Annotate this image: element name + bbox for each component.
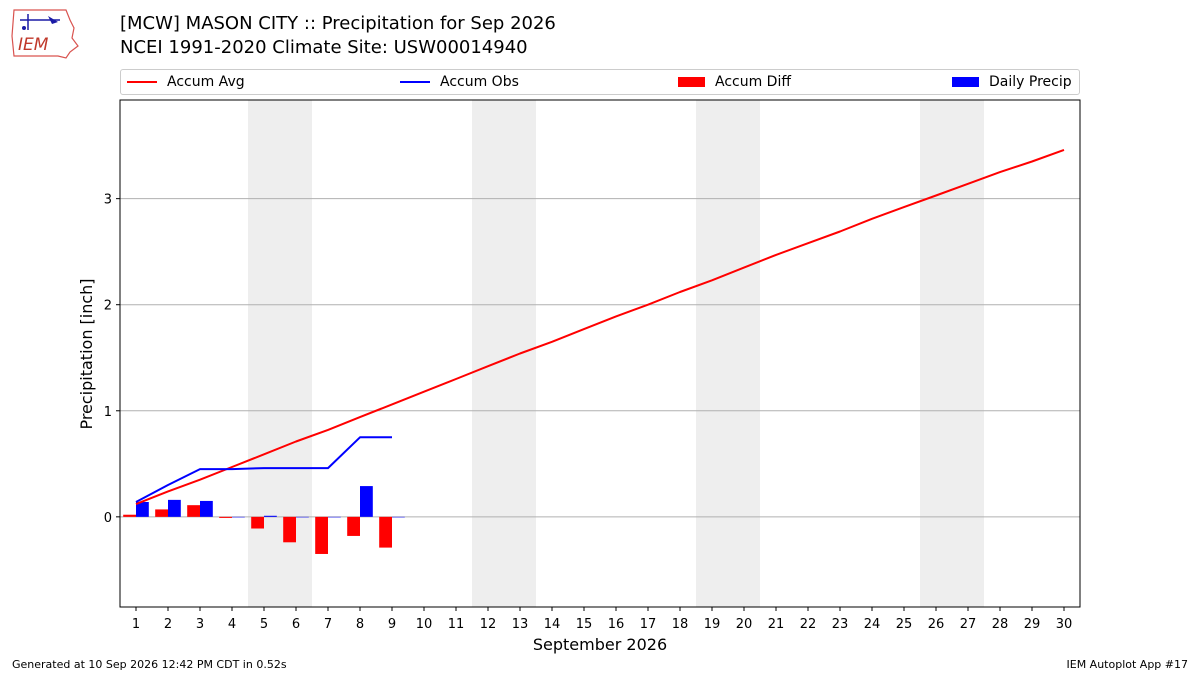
y-tick-label: 1 [104, 405, 112, 420]
daily-precip-bar [136, 501, 149, 517]
x-tick-label: 8 [356, 617, 364, 632]
chart-legend: Accum Avg Accum Obs Accum Diff Daily Pre… [120, 69, 1080, 95]
accum-obs-line [135, 436, 392, 503]
legend-item-accum-avg: Accum Avg [127, 70, 245, 94]
x-tick-label: 5 [260, 617, 268, 632]
x-tick-label: 28 [992, 617, 1009, 632]
daily-precip-bar [168, 499, 181, 517]
iem-logo: IEM [8, 6, 82, 60]
accum-diff-bar [283, 516, 296, 543]
x-tick-label: 21 [768, 617, 785, 632]
legend-swatch-accum-avg [127, 81, 157, 83]
x-tick-label: 29 [1024, 617, 1041, 632]
daily-precip-bar [392, 516, 405, 518]
accum-diff-bar [123, 514, 136, 517]
chart-subtitle: NCEI 1991-2020 Climate Site: USW00014940 [120, 37, 528, 58]
logo-text: IEM [18, 35, 49, 55]
x-tick-label: 19 [704, 617, 721, 632]
x-tick-label: 1 [132, 617, 140, 632]
weekend-shade [472, 100, 536, 607]
x-tick-label: 7 [324, 617, 332, 632]
legend-label-accum-avg: Accum Avg [167, 74, 245, 90]
daily-precip-bar [200, 500, 213, 517]
x-tick-label: 23 [832, 617, 849, 632]
x-tick-label: 2 [164, 617, 172, 632]
legend-swatch-accum-diff [678, 77, 705, 87]
x-tick-label: 14 [544, 617, 561, 632]
daily-precip-bar [232, 516, 245, 518]
x-tick-label: 12 [480, 617, 497, 632]
x-tick-label: 3 [196, 617, 204, 632]
daily-precip-bar [264, 515, 277, 517]
x-tick-label: 20 [736, 617, 753, 632]
y-tick-label: 3 [104, 193, 112, 208]
x-tick-label: 26 [928, 617, 945, 632]
legend-label-daily-precip: Daily Precip [989, 74, 1072, 90]
legend-item-accum-diff: Accum Diff [678, 70, 791, 94]
x-tick-label: 30 [1056, 617, 1073, 632]
accum-diff-bar [379, 516, 392, 548]
weekend-shade [248, 100, 312, 607]
accum-diff-bar [347, 516, 360, 536]
legend-swatch-daily-precip [952, 77, 979, 87]
accum-diff-bar [155, 509, 168, 517]
weekend-shade [696, 100, 760, 607]
x-tick-label: 22 [800, 617, 817, 632]
accum-diff-bar [187, 505, 200, 517]
footer-app: IEM Autoplot App #17 [1066, 658, 1189, 671]
legend-swatch-accum-obs [400, 81, 430, 83]
accum-diff-bar [315, 516, 328, 554]
x-tick-label: 9 [388, 617, 396, 632]
x-tick-label: 18 [672, 617, 689, 632]
x-tick-label: 24 [864, 617, 881, 632]
x-tick-label: 4 [228, 617, 236, 632]
legend-item-accum-obs: Accum Obs [400, 70, 519, 94]
daily-precip-bar [328, 516, 341, 518]
accum-diff-bar [219, 516, 232, 518]
x-tick-label: 15 [576, 617, 593, 632]
accum-diff-bar [251, 516, 264, 529]
x-tick-label: 10 [416, 617, 433, 632]
y-tick-label: 2 [104, 299, 112, 314]
x-tick-label: 17 [640, 617, 657, 632]
y-axis-label: Precipitation [inch] [77, 278, 96, 429]
x-tick-label: 13 [512, 617, 529, 632]
x-tick-label: 6 [292, 617, 300, 632]
weekend-shade [920, 100, 984, 607]
legend-label-accum-obs: Accum Obs [440, 74, 519, 90]
chart-title: [MCW] MASON CITY :: Precipitation for Se… [120, 13, 556, 34]
footer-generated: Generated at 10 Sep 2026 12:42 PM CDT in… [12, 658, 287, 671]
daily-precip-bar [296, 516, 309, 518]
x-axis-label: September 2026 [533, 635, 667, 654]
x-tick-label: 16 [608, 617, 625, 632]
x-tick-label: 11 [448, 617, 465, 632]
legend-label-accum-diff: Accum Diff [715, 74, 792, 90]
x-tick-label: 27 [960, 617, 977, 632]
daily-precip-bar [360, 486, 373, 517]
legend-item-daily-precip: Daily Precip [952, 70, 1072, 94]
accum-avg-line [135, 148, 1065, 506]
plot-frame [119, 99, 1081, 608]
y-tick-label: 0 [104, 511, 112, 526]
x-tick-label: 25 [896, 617, 913, 632]
